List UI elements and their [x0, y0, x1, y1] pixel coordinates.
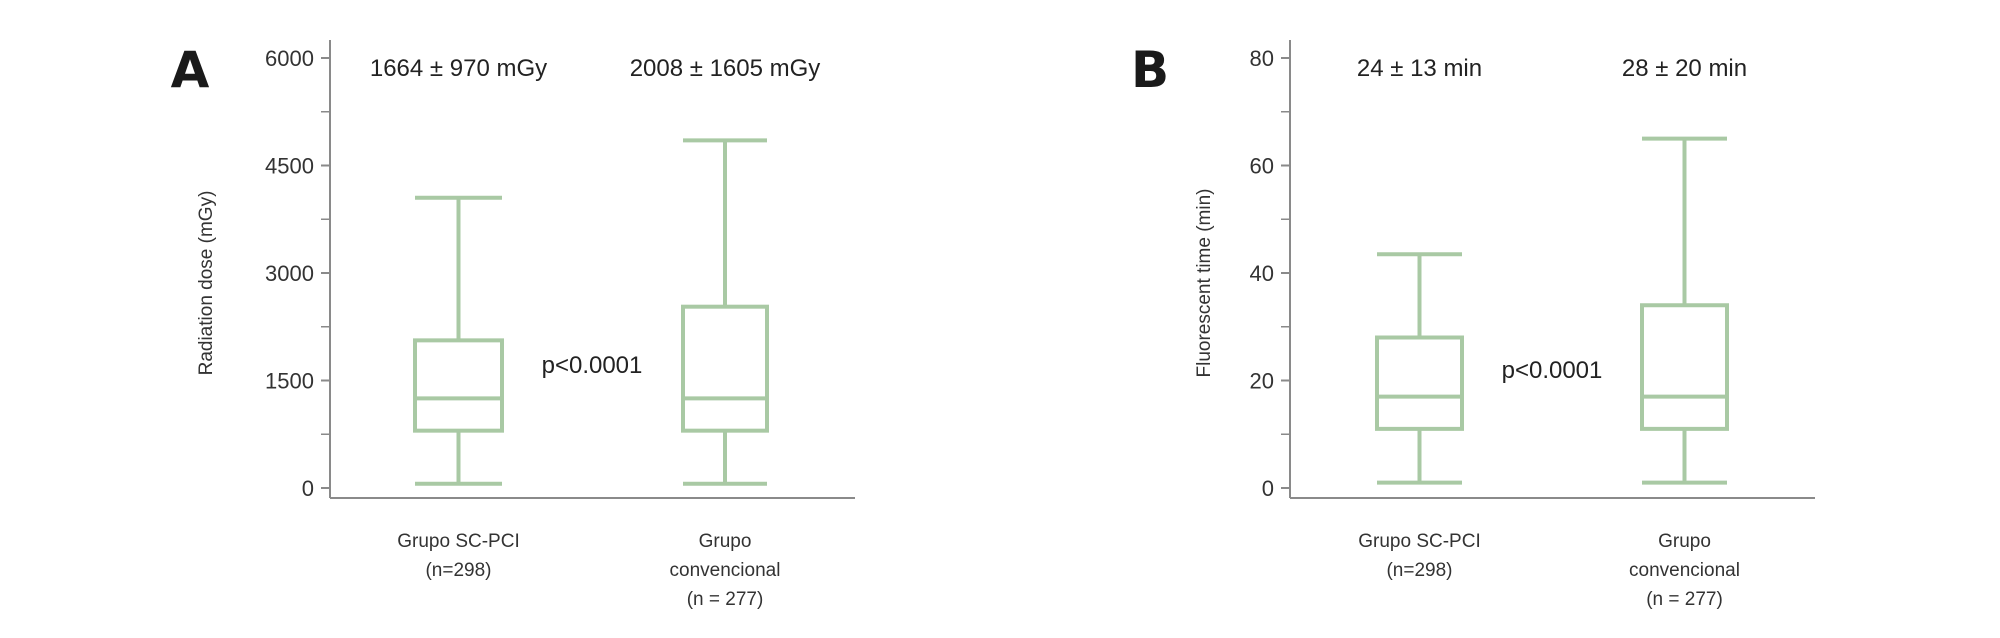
p-value-label: p<0.0001 — [1502, 357, 1603, 384]
group-summary-stat: 24 ± 13 min — [1357, 55, 1482, 82]
y-tick-label: 0 — [302, 476, 314, 501]
y-tick-label: 40 — [1250, 261, 1274, 286]
y-tick-label: 80 — [1250, 46, 1274, 71]
y-tick-label: 20 — [1250, 369, 1274, 394]
category-label: (n=298) — [425, 560, 491, 581]
y-tick-label: 0 — [1262, 476, 1274, 501]
group-summary-stat: 1664 ± 970 mGy — [370, 55, 547, 82]
panel-b: B 0 20 40 60 80 Fluorescent time (min) 24 ± 13 … — [1131, 40, 1815, 610]
group-summary-stat: 2008 ± 1605 mGy — [630, 55, 821, 82]
category-label: convencional — [1629, 560, 1740, 581]
box-plot-group-1 — [1375, 252, 1464, 485]
box-plot-group-2 — [681, 138, 769, 486]
y-tick-label: 3000 — [265, 261, 314, 286]
category-label: Grupo — [1658, 531, 1711, 552]
panel-letter: A — [171, 41, 210, 99]
category-label: (n = 277) — [1646, 589, 1723, 610]
category-label: Grupo SC-PCI — [1358, 531, 1480, 552]
category-label: convencional — [670, 560, 781, 581]
panel-letter: B — [1131, 41, 1169, 99]
category-label: (n=298) — [1386, 560, 1452, 581]
category-label: Grupo SC-PCI — [397, 531, 519, 552]
iqr-box — [1375, 335, 1464, 431]
y-tick-label: 4500 — [265, 154, 314, 179]
panel-a: A 0 1500 3000 4500 6000 Radiation dose (mGy) 16… — [171, 40, 855, 610]
y-tick-label: 1500 — [265, 369, 314, 394]
group-summary-stat: 28 ± 20 min — [1622, 55, 1747, 82]
category-label: Grupo — [699, 531, 752, 552]
box-plot-group-2 — [1640, 136, 1729, 485]
y-axis-title: Fluorescent time (min) — [1194, 189, 1215, 378]
iqr-box — [413, 338, 504, 433]
y-tick-label: 60 — [1250, 154, 1274, 179]
p-value-label: p<0.0001 — [542, 352, 643, 379]
iqr-box — [681, 304, 769, 433]
y-tick-label: 6000 — [265, 46, 314, 71]
box-plot-group-1 — [413, 195, 504, 486]
category-label: (n = 277) — [687, 589, 764, 610]
y-axis-title: Radiation dose (mGy) — [196, 191, 217, 376]
iqr-box — [1640, 303, 1729, 431]
